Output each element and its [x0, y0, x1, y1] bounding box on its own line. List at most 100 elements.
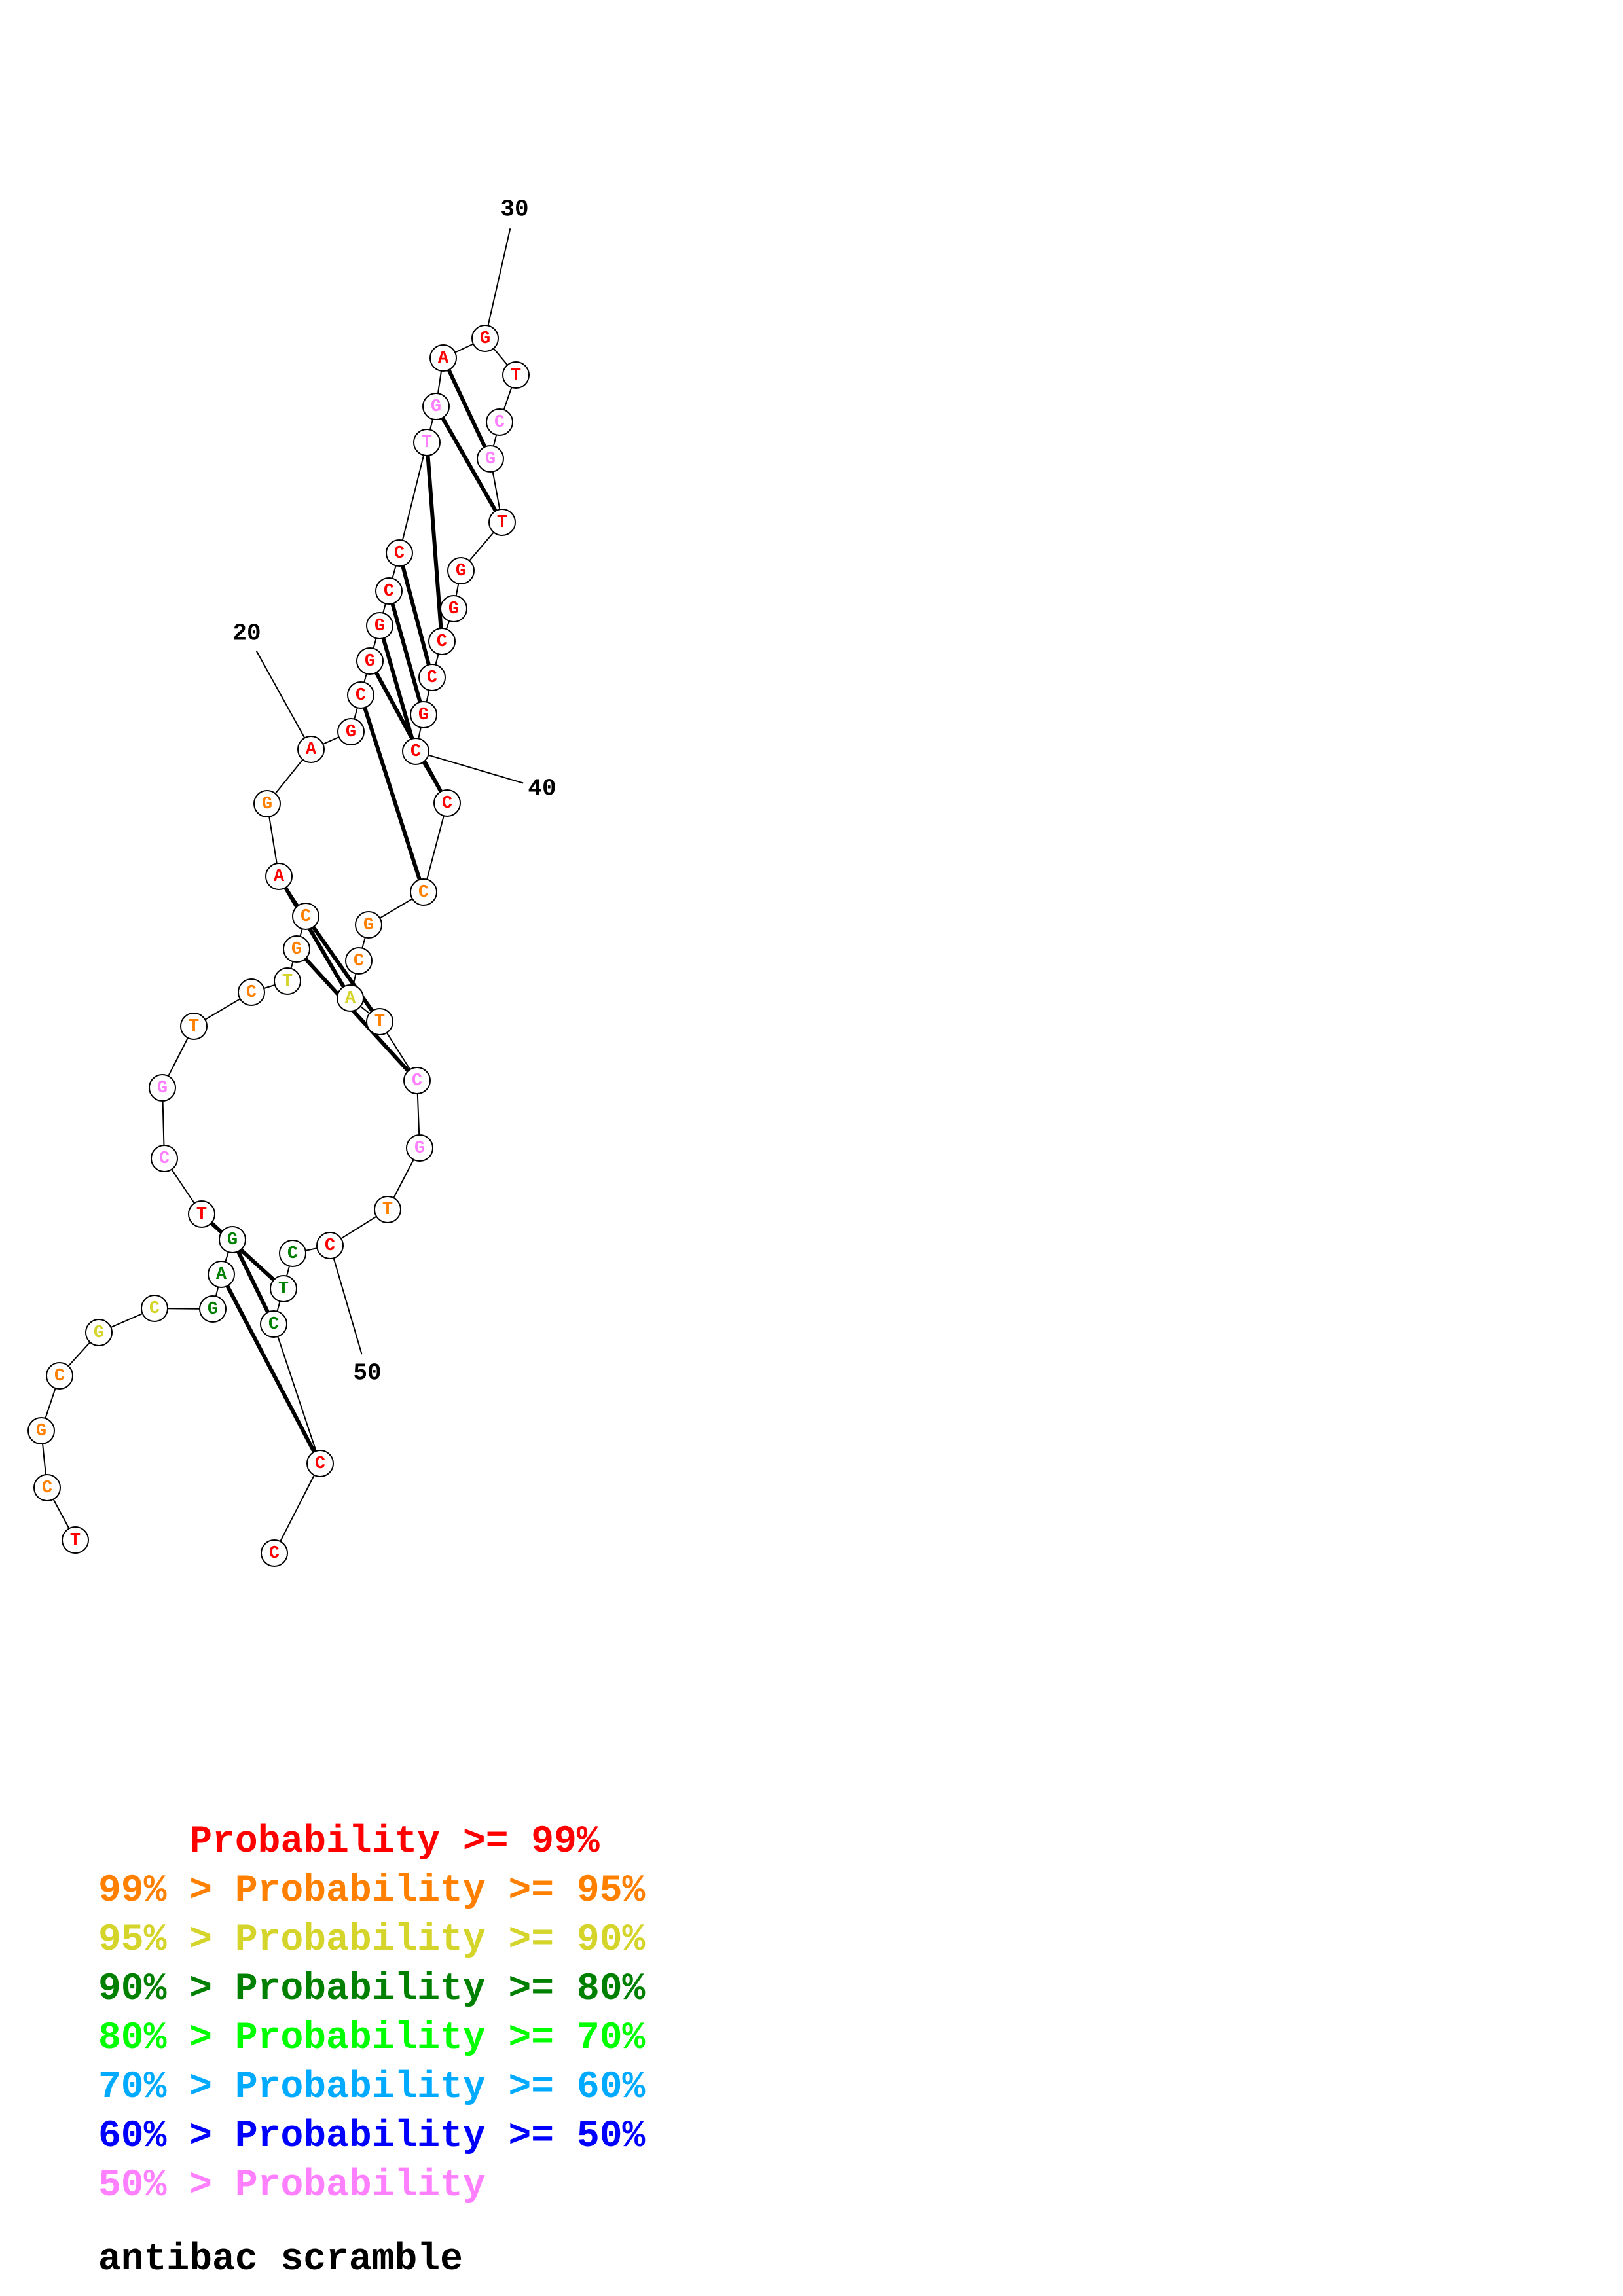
nucleotide: G: [355, 911, 382, 939]
nucleotide-circle: [260, 1310, 287, 1338]
index-tick: [255, 650, 312, 750]
nucleotide-letter: G: [480, 329, 490, 349]
nucleotide: C: [375, 577, 403, 605]
nucleotide-circle: [471, 325, 499, 352]
nucleotide-circle: [85, 1319, 113, 1346]
nucleotide: C: [46, 1362, 73, 1390]
base-pair-bond: [434, 405, 504, 524]
nucleotide: G: [406, 1134, 433, 1162]
legend-entry: 99% > Probability >= 95%: [98, 1870, 646, 1912]
nucleotide-letter: G: [157, 1079, 168, 1098]
base-pair-bond: [200, 1212, 285, 1291]
nucleotide-letter: G: [456, 562, 466, 581]
index-tick-lines: [255, 228, 524, 1355]
nucleotide-letter: C: [42, 1479, 52, 1498]
nucleotide-circle: [386, 539, 413, 567]
nucleotide-letter: G: [363, 916, 374, 935]
nucleotide-circle: [418, 664, 446, 691]
legend-entry: 95% > Probability >= 90%: [98, 1919, 646, 1962]
nucleotide: G: [253, 790, 281, 817]
nucleotide: C: [238, 978, 265, 1006]
nucleotide: G: [199, 1295, 227, 1323]
nucleotide: G: [410, 701, 437, 728]
nucleotide: T: [188, 1200, 215, 1228]
nucleotide-letter: G: [365, 652, 375, 672]
nucleotide: T: [274, 967, 301, 995]
index-tick: [329, 1245, 363, 1355]
index-label: 20: [232, 620, 261, 647]
nucleotide-letter: C: [159, 1149, 170, 1169]
nucleotide: G: [149, 1074, 176, 1102]
nucleotide-circle: [410, 701, 437, 728]
nucleotide: C: [486, 408, 513, 436]
nucleotide-letter: T: [189, 1017, 199, 1037]
nucleotide-circle: [410, 878, 437, 906]
nucleotide-circle: [374, 1196, 401, 1223]
nucleotide: G: [447, 557, 475, 584]
nucleotide-letter: C: [287, 1244, 298, 1264]
nucleotide-letter: G: [414, 1139, 425, 1158]
nucleotide: C: [260, 1310, 287, 1338]
nucleotide: T: [413, 429, 441, 456]
nucleotide: C: [403, 1067, 431, 1094]
nucleotide-letter: C: [356, 686, 366, 706]
nucleotide: G: [440, 595, 467, 622]
nucleotide: A: [337, 984, 364, 1012]
nucleotide-letter: G: [262, 795, 272, 814]
nucleotide-letter: A: [306, 740, 317, 760]
legend-entry: 50% > Probability: [98, 2164, 486, 2207]
nucleotide-letter: T: [511, 366, 521, 386]
nucleotide-letter: C: [315, 1454, 325, 1474]
nucleotide-circle: [486, 408, 513, 436]
nucleotide-circle: [141, 1295, 168, 1322]
index-label: 50: [353, 1360, 381, 1387]
nucleotide-letter: C: [494, 413, 505, 433]
nucleotide-letter: C: [246, 983, 257, 1003]
nucleotide-circle: [356, 647, 384, 675]
nucleotide: C: [151, 1145, 178, 1172]
nucleotide-letter: C: [54, 1367, 65, 1386]
nucleotide: G: [27, 1417, 55, 1444]
index-labels: 20 30 40 50: [232, 196, 556, 1387]
nucleotide-circle: [265, 863, 293, 890]
nucleotide-circle: [316, 1232, 344, 1259]
nucleotide: C: [386, 539, 413, 567]
nucleotide-circle: [151, 1145, 178, 1172]
nucleotide-circle: [440, 595, 467, 622]
nucleotide: C: [33, 1474, 61, 1501]
nucleotide-letter: G: [448, 600, 459, 619]
nucleotide-letter: T: [374, 1013, 385, 1032]
nucleotide-letter: C: [149, 1299, 160, 1319]
base-pair-bond: [378, 625, 418, 752]
nucleotide: C: [316, 1232, 344, 1259]
nucleotide-circle: [366, 612, 393, 639]
nucleotide: C: [428, 628, 456, 655]
nucleotide-circle: [355, 911, 382, 939]
nucleotide-letter: C: [412, 1071, 422, 1091]
base-pair-bond: [277, 875, 352, 999]
nucleotide: G: [422, 393, 450, 420]
nucleotide: C: [306, 1450, 334, 1477]
backbone-segment: [423, 802, 448, 893]
base-pair-bond: [219, 1273, 322, 1465]
nucleotide-letter: G: [208, 1300, 218, 1319]
nucleotide: T: [488, 509, 516, 536]
nucleotide: C: [279, 1240, 306, 1267]
legend-entry: 80% > Probability >= 70%: [98, 2017, 646, 2060]
nucleotide-circle: [46, 1362, 73, 1390]
backbone-segment: [273, 1323, 321, 1464]
base-pair-bond: [387, 590, 426, 715]
legend-entry: 70% > Probability >= 60%: [98, 2066, 646, 2109]
nucleotide: T: [502, 361, 530, 389]
nucleotide-letter: G: [291, 940, 302, 960]
base-pair-bond: [441, 357, 492, 460]
nucleotide: A: [429, 344, 457, 372]
nucleotide-circle: [345, 947, 373, 975]
base-pair-lines: [200, 357, 504, 1465]
nucleotide-letter: T: [278, 1280, 289, 1299]
nucleotide: C: [433, 789, 461, 817]
base-pair-bond: [295, 947, 419, 1083]
base-pair-bond: [359, 694, 426, 893]
nucleotide-letter: A: [274, 867, 285, 887]
